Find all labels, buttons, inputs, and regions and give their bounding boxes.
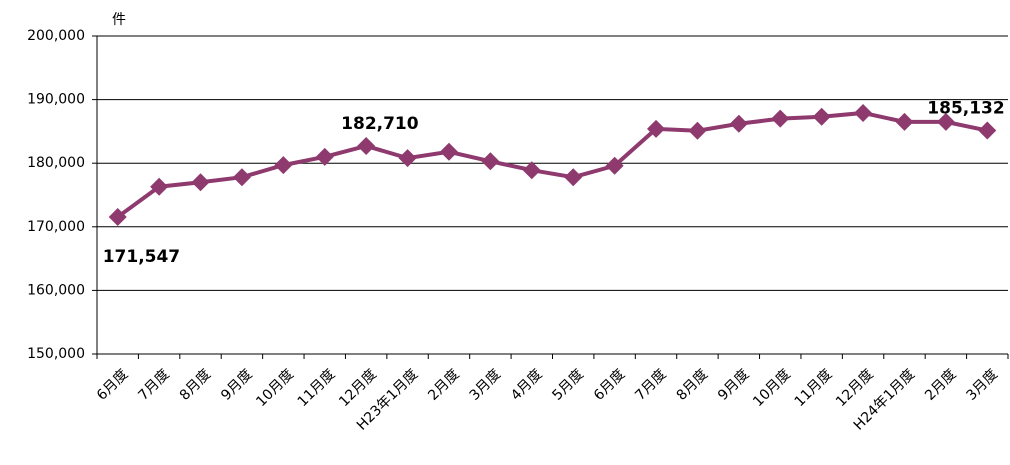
marker (191, 173, 210, 192)
x-tick-label: 6月度 (591, 366, 628, 403)
marker (108, 207, 127, 226)
marker (357, 136, 376, 155)
marker (439, 142, 458, 161)
x-tick-label: 3月度 (467, 366, 504, 403)
x-tick-label: 5月度 (549, 366, 586, 403)
marker (688, 121, 707, 140)
x-tick-label: 6月度 (94, 366, 131, 403)
marker (854, 103, 873, 122)
y-tick-label: 190,000 (27, 92, 85, 108)
marker (978, 121, 997, 140)
x-tick-label: 11月度 (792, 366, 836, 410)
x-tick-label: 4月度 (508, 366, 545, 403)
y-tick-label: 150,000 (27, 346, 85, 362)
x-tick-label: 10月度 (750, 366, 794, 410)
x-tick-label: 9月度 (218, 366, 255, 403)
marker (564, 168, 583, 187)
marker (398, 149, 417, 168)
x-tick-label: 3月度 (964, 366, 1001, 403)
x-tick-label: 2月度 (922, 366, 959, 403)
y-tick-label: 180,000 (27, 155, 85, 171)
marker (605, 156, 624, 175)
marker (315, 147, 334, 166)
x-tick-label: 10月度 (253, 366, 297, 410)
marker (895, 112, 914, 131)
x-tick-label: 8月度 (177, 366, 214, 403)
marker (274, 156, 293, 175)
marker (522, 161, 541, 180)
data-label: 185,132 (927, 99, 1004, 119)
x-tick-label: 9月度 (715, 366, 752, 403)
marker (812, 107, 831, 126)
y-tick-label: 170,000 (27, 219, 85, 235)
marker (647, 119, 666, 138)
marker (150, 177, 169, 196)
data-label: 171,547 (103, 247, 180, 267)
marker (729, 114, 748, 133)
x-tick-label: 8月度 (674, 366, 711, 403)
x-tick-label: 7月度 (632, 366, 669, 403)
marker (936, 112, 955, 131)
data-label: 182,710 (341, 114, 419, 134)
x-tick-label: 7月度 (135, 366, 172, 403)
marker (481, 152, 500, 171)
y-tick-label: 160,000 (27, 282, 85, 298)
y-axis-label: 件 (112, 12, 126, 28)
line (116, 110, 988, 219)
y-tick-label: 200,000 (27, 28, 85, 44)
x-tick-label: 2月度 (425, 366, 462, 403)
marker (232, 168, 251, 187)
marker (771, 109, 790, 128)
x-tick-label: 11月度 (295, 366, 339, 410)
